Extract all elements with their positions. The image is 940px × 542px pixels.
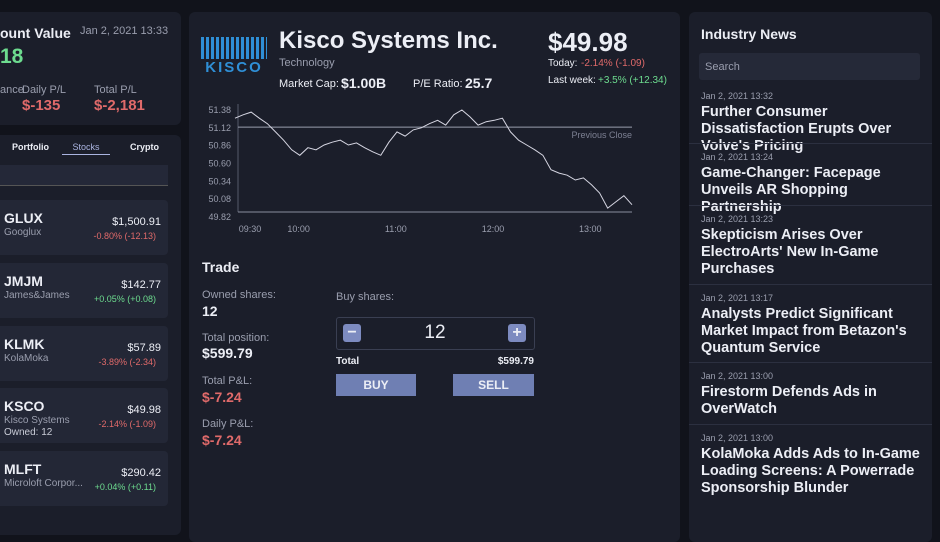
account-value: 18 xyxy=(0,45,24,68)
daily-pl-label: Daily P/L xyxy=(22,84,67,96)
company-name: Kisco Systems Inc. xyxy=(279,27,498,54)
pe: 25.7 xyxy=(465,75,493,91)
tab-active[interactable]: Stocks xyxy=(62,142,110,155)
label: Total P&L: xyxy=(202,375,253,387)
logo-text: KISCO xyxy=(205,59,263,76)
search-placeholder: Search xyxy=(705,61,740,73)
account-date: Jan 2, 2021 13:33 xyxy=(80,25,169,37)
stock-change: -2.14% (-1.09) xyxy=(98,419,156,429)
daily-pl: $-135 xyxy=(22,97,61,114)
account-title: ount Value xyxy=(0,25,71,41)
market-cap: $1.00B xyxy=(341,75,387,91)
ticker: GLUX xyxy=(4,210,43,226)
stock-name: Kisco Systems xyxy=(4,415,70,426)
label: Total position: xyxy=(202,332,270,344)
news-date: Jan 2, 2021 13:23 xyxy=(701,214,774,224)
stock-panel xyxy=(189,12,680,542)
stock-item[interactable] xyxy=(0,200,168,255)
news-headline[interactable]: Skepticism Arises Over ElectroArts' New … xyxy=(701,227,879,277)
tab[interactable]: Portfolio xyxy=(12,142,49,152)
stock-name: KolaMoka xyxy=(4,353,49,364)
ticker: MLFT xyxy=(4,461,42,477)
news-title: Industry News xyxy=(701,26,797,42)
label: Buy shares: xyxy=(336,291,395,303)
news-headline[interactable]: Further Consumer Dissatisfaction Erupts … xyxy=(701,104,892,154)
week: +3.5% (+12.34) xyxy=(598,75,667,86)
logo: KISCO xyxy=(201,37,267,77)
week-label: Last week: xyxy=(548,75,596,86)
today: -2.14% (-1.09) xyxy=(581,58,645,69)
balance-label: ance xyxy=(0,84,24,96)
news-headline[interactable]: Firestorm Defends Ads in OverWatch xyxy=(701,384,877,417)
divider xyxy=(689,424,932,425)
news-date: Jan 2, 2021 13:32 xyxy=(701,91,774,101)
divider xyxy=(689,143,932,144)
stock-price: $1,500.91 xyxy=(112,216,161,228)
stock-item[interactable] xyxy=(0,263,168,318)
stock-change: -0.80% (-12.13) xyxy=(93,231,156,241)
divider xyxy=(689,205,932,206)
news-headline[interactable]: Game-Changer: Facepage Unveils AR Shoppi… xyxy=(701,165,881,215)
stock-price: $142.77 xyxy=(121,279,161,291)
total-label: Total xyxy=(336,356,360,367)
market-cap-label: Market Cap: xyxy=(279,78,339,90)
news-headline[interactable]: Analysts Predict Significant Market Impa… xyxy=(701,306,907,356)
pe-label: P/E Ratio: xyxy=(413,78,463,90)
news-date: Jan 2, 2021 13:24 xyxy=(701,152,774,162)
trade-title: Trade xyxy=(202,259,240,275)
owned: 12 xyxy=(202,303,218,319)
stock-name: James&James xyxy=(4,290,70,301)
plus-button[interactable]: + xyxy=(508,324,526,342)
news-panel xyxy=(689,12,932,542)
stock-change: +0.04% (+0.11) xyxy=(94,482,156,492)
news-search[interactable]: Search xyxy=(699,53,920,80)
total-pl: $-7.24 xyxy=(202,389,242,405)
divider xyxy=(689,362,932,363)
news-date: Jan 2, 2021 13:17 xyxy=(701,293,774,303)
position: $599.79 xyxy=(202,345,253,361)
quantity-input[interactable] xyxy=(336,317,535,350)
owned: Owned: 12 xyxy=(4,427,53,438)
tab[interactable]: Crypto xyxy=(130,142,159,152)
account-card xyxy=(0,12,181,125)
label: Owned shares: xyxy=(202,289,276,301)
ticker: JMJM xyxy=(4,273,43,289)
stock-name: Microloft Corpor... xyxy=(4,478,83,489)
stock-price: $290.42 xyxy=(121,467,161,479)
stock-item[interactable] xyxy=(0,326,168,381)
news-date: Jan 2, 2021 13:00 xyxy=(701,433,774,443)
stock-item[interactable] xyxy=(0,388,168,443)
stock-price: $49.98 xyxy=(127,404,161,416)
price: $49.98 xyxy=(548,27,628,57)
app: ount Value Jan 2, 2021 13:33 18 ance Dai… xyxy=(0,12,932,542)
stock-name: Googlux xyxy=(4,227,42,238)
news-date: Jan 2, 2021 13:00 xyxy=(701,371,774,381)
quantity: 12 xyxy=(424,322,446,343)
sell-button[interactable]: SELL xyxy=(453,374,534,396)
buy-button[interactable]: BUY xyxy=(336,374,416,396)
search-box[interactable] xyxy=(0,165,168,186)
stock-change: -3.89% (-2.34) xyxy=(98,357,156,367)
today-label: Today: xyxy=(548,58,578,69)
divider xyxy=(689,284,932,285)
daily-pl: $-7.24 xyxy=(202,432,242,448)
total: $599.79 xyxy=(497,356,534,367)
minus-button[interactable]: − xyxy=(343,324,361,342)
stock-price: $57.89 xyxy=(127,342,161,354)
stock-change: +0.05% (+0.08) xyxy=(93,294,156,304)
sector: Technology xyxy=(279,57,335,69)
ticker: KSCO xyxy=(4,398,45,414)
stock-item[interactable] xyxy=(0,451,168,506)
ticker: KLMK xyxy=(4,336,45,352)
news-headline[interactable]: KolaMoka Adds Ads to In-Game Loading Scr… xyxy=(701,446,920,496)
total-pl-label: Total P/L xyxy=(94,84,137,96)
label: Daily P&L: xyxy=(202,418,254,430)
total-pl: $-2,181 xyxy=(94,97,145,114)
